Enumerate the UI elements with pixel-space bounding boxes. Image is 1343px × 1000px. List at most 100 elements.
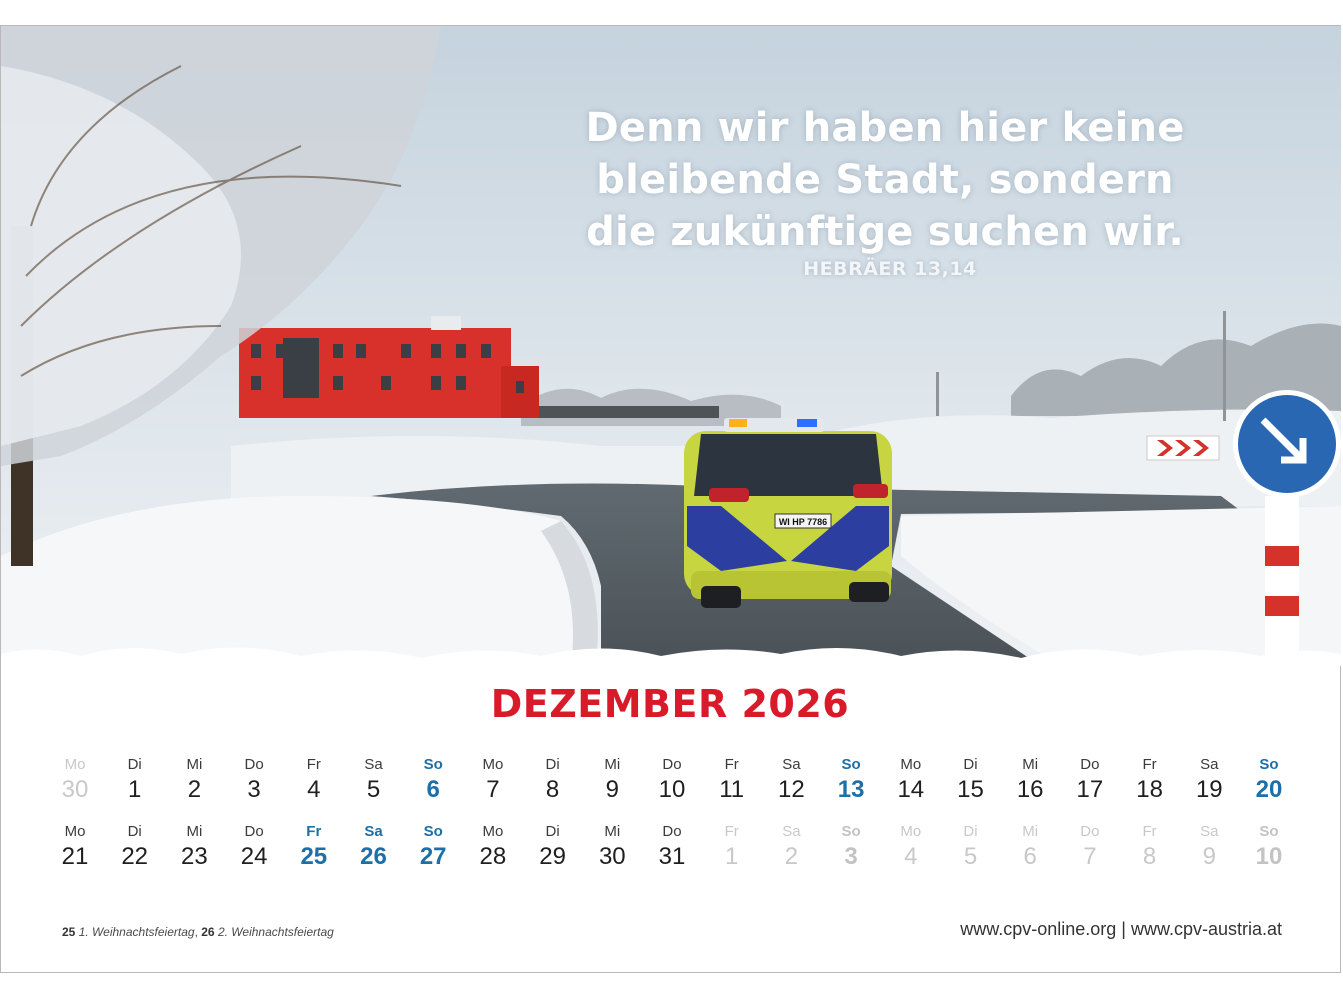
day-number: 20 (1255, 776, 1283, 803)
weekday-label: Fr (724, 823, 739, 840)
weekday-label: Do (1080, 823, 1100, 840)
calendar-day-cell: Mi 30 (582, 822, 642, 872)
calendar-day-cell: Mi 9 (582, 755, 642, 805)
weekday-label: Mi (186, 756, 203, 773)
day-number: 8 (1142, 843, 1157, 870)
calendar-day-cell: Mo 14 (881, 755, 941, 805)
day-number: 7 (1083, 843, 1097, 870)
calendar-day-cell: Mo 30 (45, 755, 105, 805)
calendar-day-cell: Mo 21 (45, 822, 105, 872)
svg-text:WI HP 7786: WI HP 7786 (779, 517, 827, 527)
day-number: 18 (1136, 776, 1163, 803)
weekday-label: Sa (1200, 823, 1219, 840)
day-number: 10 (658, 776, 686, 803)
weekday-label: Di (963, 823, 978, 840)
calendar-day-cell: Fr 1 (702, 822, 762, 872)
weekday-label: Fr (1142, 756, 1157, 773)
website-links[interactable]: www.cpv-online.org | www.cpv-austria.at (960, 919, 1282, 939)
calendar-day-cell: So 20 (1239, 755, 1299, 805)
footnote-text-2: 2. Weihnachtsfeiertag (217, 925, 334, 939)
weekday-label: Sa (782, 756, 801, 773)
day-number: 11 (719, 776, 745, 803)
calendar-day-cell: So 13 (821, 755, 881, 805)
calendar-day-cell: Mo 7 (463, 755, 523, 805)
calendar-day-cell: Mi 16 (1000, 755, 1060, 805)
calendar-day-cell: Di 8 (523, 755, 583, 805)
calendar-day-cell: Fr 18 (1120, 755, 1180, 805)
holiday-footnote: 25 1. Weihnachtsfeiertag, 26 2. Weihnach… (62, 925, 334, 939)
quote-line-2: bleibende Stadt, sondern (596, 157, 1174, 203)
day-number: 15 (957, 776, 984, 803)
calendar-day-cell: Fr 11 (702, 755, 762, 805)
calendar-day-cell: Sa 19 (1179, 755, 1239, 805)
weekday-label: Mo (482, 823, 504, 840)
day-number: 2 (187, 776, 202, 803)
calendar-week-row-1: Mo 30 Di 1 Mi 2 Do 3 Fr 4 Sa 5 So 6 Mo 7 Di 8 Mi 9 Do 10 Fr 11 S… (45, 755, 1299, 815)
day-number: 7 (486, 776, 500, 803)
quote-line-3: die zukünftige suchen wir. (586, 209, 1184, 255)
day-number: 31 (658, 843, 686, 870)
day-number: 3 (247, 776, 261, 803)
day-number: 26 (360, 843, 387, 870)
day-number: 27 (419, 843, 447, 870)
calendar-day-cell: Sa 2 (761, 822, 821, 872)
weekday-label: So (841, 756, 861, 773)
weekday-label: Do (662, 756, 682, 773)
weekday-label: Di (127, 823, 142, 840)
police-car: WI HP 7786 (684, 418, 892, 608)
day-number: 25 (300, 843, 328, 870)
quote-line-1: Denn wir haben hier keine (585, 105, 1185, 151)
calendar-day-cell: Sa 9 (1179, 822, 1239, 872)
weekday-label: Mi (604, 756, 621, 773)
month-title: DEZEMBER 2026 (490, 682, 850, 726)
weekday-label: Do (244, 823, 264, 840)
day-number: 1 (725, 843, 739, 870)
calendar-day-cell: Do 3 (224, 755, 284, 805)
calendar-day-cell: Do 31 (642, 822, 702, 872)
footnote-date-2: 26 (201, 925, 215, 939)
weekday-label: Fr (306, 823, 322, 840)
day-number: 1 (128, 776, 142, 803)
weekday-label: So (1259, 823, 1279, 840)
day-number: 3 (844, 843, 858, 870)
day-number: 30 (598, 843, 626, 870)
bible-quote: Denn wir haben hier keine bleibende Stad… (560, 102, 1210, 258)
calendar-day-cell: Mo 28 (463, 822, 523, 872)
weekday-label: Mi (1022, 756, 1039, 773)
footnote-text-1: 1. Weihnachtsfeiertag (78, 925, 195, 939)
day-number: 19 (1195, 776, 1223, 803)
day-number: 2 (784, 843, 799, 870)
weekday-label: Mi (604, 823, 621, 840)
day-number: 4 (904, 843, 918, 870)
weekday-label: Fr (724, 756, 739, 773)
calendar-day-cell: So 27 (403, 822, 463, 872)
day-number: 14 (897, 776, 925, 803)
weekday-label: Do (662, 823, 682, 840)
day-number: 8 (545, 776, 560, 803)
calendar-day-cell: Do 10 (642, 755, 702, 805)
quote-reference: HEBRÄER 13,14 (803, 258, 977, 280)
calendar-day-cell: So 3 (821, 822, 881, 872)
calendar-week-row-2: Mo 21 Di 22 Mi 23 Do 24 Fr 25 Sa 26 So 27 Mo 28 Di 29 Mi 30… (45, 822, 1299, 882)
day-number: 6 (426, 776, 440, 803)
weekday-label: So (423, 756, 443, 773)
day-number: 6 (1023, 843, 1037, 870)
weekday-label: Do (244, 756, 264, 773)
calendar-day-cell: Mo 4 (881, 822, 941, 872)
day-number: 29 (539, 843, 566, 870)
day-number: 9 (1202, 843, 1216, 870)
weekday-label: Di (545, 823, 560, 840)
day-number: 9 (605, 776, 619, 803)
weekday-label: Mo (482, 756, 504, 773)
day-number: 24 (240, 843, 268, 870)
calendar-day-cell: Sa 12 (761, 755, 821, 805)
winter-photo: WI HP 7786 (1, 26, 1341, 666)
weekday-label: Mo (64, 823, 86, 840)
weekday-label: Sa (364, 756, 383, 773)
weekday-label: Fr (306, 756, 321, 773)
day-number: 17 (1076, 776, 1104, 803)
calendar-day-cell: Fr 8 (1120, 822, 1180, 872)
photo-illustration: WI HP 7786 (1, 26, 1341, 666)
weekday-label: So (841, 823, 861, 840)
calendar-day-cell: Fr 4 (284, 755, 344, 805)
